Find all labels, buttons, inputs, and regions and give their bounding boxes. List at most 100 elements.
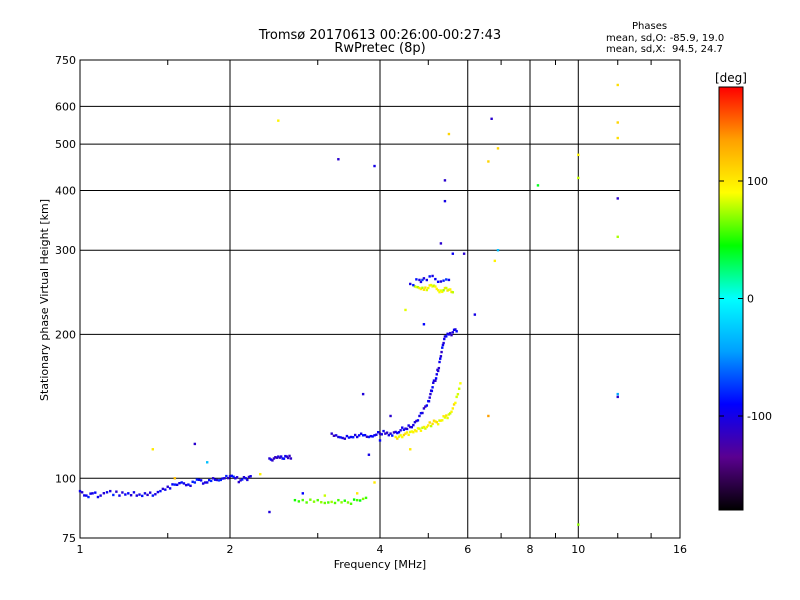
scatter-point [443,179,447,182]
trace-point [389,432,392,435]
scatter-point [268,510,271,514]
trace-point [418,286,421,290]
trace-point [449,331,452,335]
y-tick-label: 75 [62,532,76,545]
trace-point [285,455,288,458]
trace-point [434,377,438,380]
x-tick-label: 8 [527,543,534,556]
trace-point [289,457,293,460]
trace-point [425,288,429,292]
trace-point [349,502,353,505]
trace-point [441,419,444,422]
trace-point [436,369,440,373]
trace-point [445,335,448,338]
chart-subtitle: RwPretec (8p) [334,41,426,56]
trace-point [401,426,404,429]
trace-point [226,476,230,480]
trace-point [449,412,452,415]
scatter-point [577,176,580,180]
trace-point [454,401,457,405]
trace-point [452,403,456,406]
trace-point [189,484,192,488]
trace-point [399,429,402,432]
trace-point [237,480,241,484]
trace-point [99,494,102,497]
trace-point [422,288,426,291]
trace-point [421,426,424,429]
y-tick-label: 600 [55,100,76,113]
trace-point [349,435,353,439]
trace-point [441,343,445,347]
scatter-point [536,184,540,187]
trace-point [148,491,152,494]
trace-point [102,492,106,495]
trace-point [184,483,188,487]
trace-point [193,481,197,484]
trace-point [154,493,157,496]
x-tick-label: 10 [571,543,585,556]
trace-point [431,274,434,278]
trace-point [209,479,213,483]
trace-point [219,478,222,482]
scatter-point [616,83,619,87]
scatter-point [496,147,500,150]
trace-point [225,474,228,478]
trace-point [268,457,271,460]
trace-point [443,286,447,290]
trace-point [439,355,443,358]
trace-point [439,419,443,422]
data-points [78,83,619,526]
colorbar-tick-label: -100 [747,410,772,423]
scatter-point [496,249,500,252]
trace-point [428,421,431,424]
trace-point [405,427,409,431]
trace-point [429,283,433,287]
trace-point [367,435,371,439]
trace-point [418,278,421,282]
trace-point [446,289,449,292]
scatter-point [487,160,490,163]
trace-point [320,501,323,504]
scatter-point [577,153,580,157]
trace-point [438,290,441,294]
trace-point [281,457,284,460]
x-axis-label: Frequency [MHz] [334,558,426,571]
trace-point [78,489,82,493]
scatter-point [473,313,477,316]
trace-point [404,427,407,430]
trace-point [288,454,291,458]
trace-point [404,432,407,435]
trace-point [407,433,410,437]
trace-point [330,500,333,504]
trace-point [416,427,420,430]
y-tick-label: 100 [55,472,76,485]
trace-point [431,422,434,426]
trace-point [369,434,372,438]
trace-point [361,434,365,437]
trace-point [445,414,448,417]
trace-point [293,498,297,502]
trace-point [277,455,280,458]
trace-point [199,479,203,482]
trace-point [436,289,440,292]
trace-point [447,333,451,336]
trace-point [432,284,436,287]
trace-point [434,285,437,288]
trace-point [419,411,423,415]
scatter-point [616,197,619,200]
trace-point [422,277,426,280]
trace-point [391,434,394,437]
scatter-point [337,158,340,161]
trace-point [213,478,217,481]
scatter-point [193,442,197,446]
trace-point [365,435,369,438]
trace-point [455,330,458,333]
trace-point [434,277,437,281]
trace-point [91,492,94,495]
trace-point [441,346,444,349]
scatter-point [462,252,466,255]
trace-point [205,481,209,484]
colorbar-tick-label: 0 [747,293,754,306]
scatter-point [422,323,426,326]
trace-point [334,434,338,437]
